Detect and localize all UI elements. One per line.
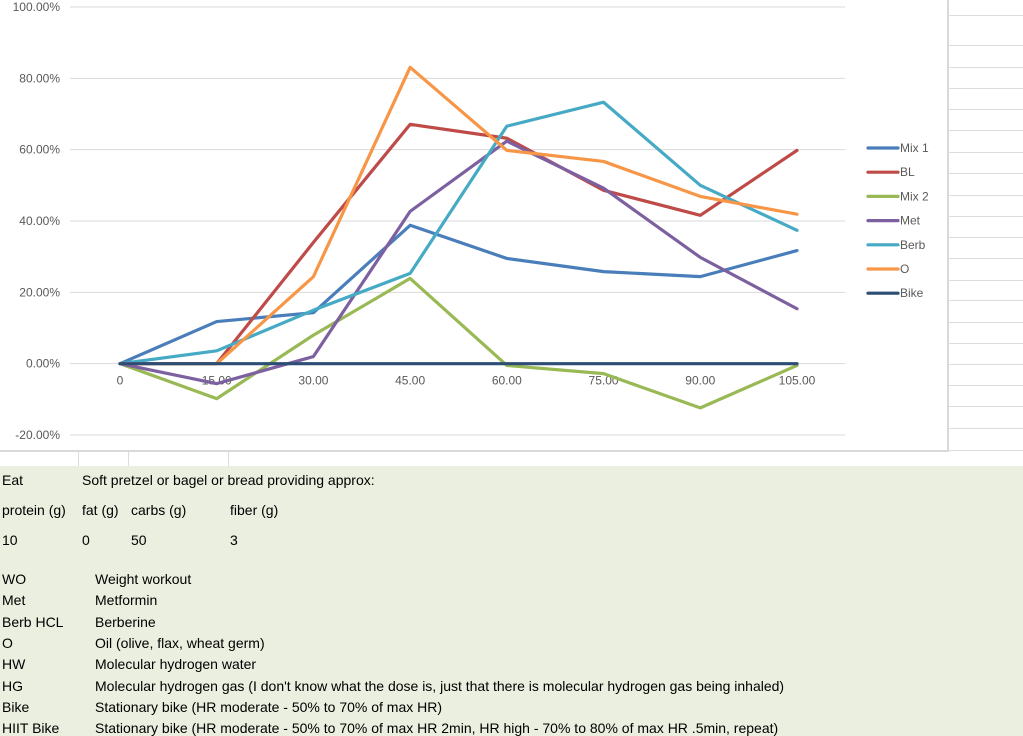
glossary-abbr: Met	[2, 592, 26, 609]
glossary-meaning: Stationary bike (HR moderate - 50% to 70…	[95, 720, 779, 736]
cell-border	[949, 300, 1023, 301]
cell-border	[949, 67, 1023, 68]
y-tick-label: 80.00%	[19, 71, 60, 85]
cell-border	[949, 15, 1023, 16]
cell-border	[949, 450, 1023, 451]
value-carbs: 50	[131, 532, 147, 548]
cell-border	[949, 216, 1023, 217]
glossary-abbr: Berb HCL	[2, 613, 64, 630]
legend-label: BL	[900, 165, 915, 179]
x-tick-label: 60.00	[492, 374, 522, 388]
value-fat: 0	[82, 532, 90, 548]
y-tick-label: 40.00%	[19, 214, 60, 228]
cell-border	[949, 322, 1023, 323]
cell-border	[949, 45, 1023, 46]
y-tick-label: 20.00%	[19, 285, 60, 299]
x-axis-tick-labels: 0 15.00 30.00 45.00 60.00 75.00 90.00 105.00	[117, 374, 816, 388]
cell-border	[949, 88, 1023, 89]
x-tick-label: 90.00	[685, 374, 715, 388]
cell-border	[949, 364, 1023, 365]
y-tick-label: 100.00%	[13, 0, 61, 14]
spreadsheet-grid-row	[0, 452, 949, 466]
cell-border	[949, 385, 1023, 386]
legend-item[interactable]: Bike	[866, 286, 924, 300]
cell-border	[949, 343, 1023, 344]
glossary-abbr: HIIT Bike	[2, 720, 60, 736]
series-line-bl[interactable]	[118, 122, 799, 366]
series-line-berb[interactable]	[118, 100, 799, 366]
cell-border	[949, 237, 1023, 238]
legend-label: Mix 2	[900, 189, 929, 203]
food-description: Soft pretzel or bagel or bread providing…	[82, 472, 375, 488]
legend-item[interactable]: Met	[866, 214, 921, 228]
series-lines	[118, 65, 799, 410]
y-tick-label: 0.00%	[26, 357, 60, 371]
notes-section: Eat Soft pretzel or bagel or bread provi…	[0, 466, 1023, 736]
glossary-meaning: Berberine	[95, 613, 156, 630]
legend-label: Bike	[900, 286, 924, 300]
header-protein: protein (g)	[2, 502, 66, 518]
eat-label: Eat	[2, 472, 24, 488]
cell-border	[949, 428, 1023, 429]
chart-object[interactable]: -20.00% 0.00% 20.00% 40.00% 60.00% 80.00% 100.…	[0, 0, 949, 452]
legend-label: Berb	[900, 238, 926, 252]
legend-label: Met	[900, 214, 921, 228]
value-protein: 10	[2, 532, 18, 548]
cell-border	[949, 173, 1023, 174]
header-fat: fat (g)	[82, 502, 119, 518]
x-tick-label: 75.00	[589, 374, 619, 388]
glossary-meaning: Weight workout	[95, 571, 192, 587]
legend-item[interactable]: Berb	[866, 238, 926, 252]
glossary-abbr: O	[2, 634, 13, 651]
glossary-abbr: HW	[2, 656, 26, 673]
legend-label: O	[900, 262, 909, 276]
glossary-abbr: HG	[2, 677, 23, 694]
glossary-meaning: Molecular hydrogen water	[95, 656, 257, 673]
x-tick-label: 45.00	[395, 374, 425, 388]
cell-border	[949, 258, 1023, 259]
glossary-abbr: WO	[2, 571, 27, 587]
x-tick-label: 0	[117, 374, 124, 388]
y-tick-label: 60.00%	[19, 143, 60, 157]
series-line-mix-1[interactable]	[118, 223, 799, 366]
x-tick-label: 15.00	[202, 374, 232, 388]
series-line-met[interactable]	[118, 139, 799, 386]
series-line-o[interactable]	[118, 65, 799, 366]
y-axis-tick-labels: -20.00% 0.00% 20.00% 40.00% 60.00% 80.00% 100.…	[13, 0, 61, 442]
header-fiber: fiber (g)	[230, 502, 279, 518]
header-carbs: carbs (g)	[131, 502, 187, 518]
legend-item[interactable]: Mix 1	[866, 141, 929, 155]
line-chart: -20.00% 0.00% 20.00% 40.00% 60.00% 80.00% 100.…	[13, 0, 929, 442]
cell-border	[949, 130, 1023, 131]
gridlines	[70, 6, 845, 436]
spreadsheet-grid-right	[949, 0, 1023, 466]
cell-border	[949, 406, 1023, 407]
legend: Mix 1 BL Mix 2 Met Berb O Bike	[866, 141, 929, 300]
value-fiber: 3	[230, 532, 238, 548]
legend-item[interactable]: Mix 2	[866, 189, 929, 203]
series-line-mix-2[interactable]	[118, 276, 799, 410]
cell-border	[949, 195, 1023, 196]
glossary-meaning: Stationary bike (HR moderate - 50% to 70…	[95, 698, 443, 715]
cell-border	[949, 280, 1023, 281]
x-tick-label: 30.00	[298, 374, 328, 388]
cell-border	[949, 152, 1023, 153]
x-tick-label: 105.00	[779, 374, 816, 388]
legend-label: Mix 1	[900, 141, 929, 155]
legend-item[interactable]: BL	[866, 165, 915, 179]
glossary-meaning: Metformin	[95, 592, 158, 609]
cell-border	[949, 109, 1023, 110]
glossary-abbr: Bike	[2, 698, 30, 715]
glossary-meaning: Molecular hydrogen gas (I don't know wha…	[95, 677, 785, 694]
legend-item[interactable]: O	[866, 262, 909, 276]
glossary-meaning: Oil (olive, flax, wheat germ)	[95, 634, 265, 651]
y-tick-label: -20.00%	[15, 428, 60, 442]
